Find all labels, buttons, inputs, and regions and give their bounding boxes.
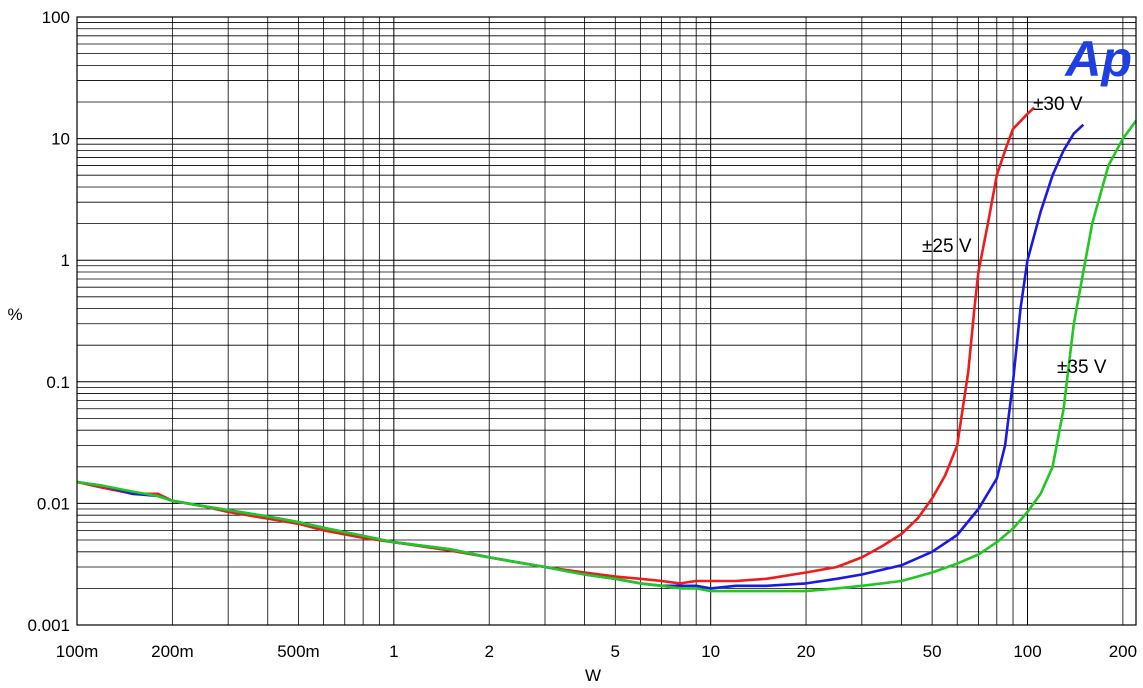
ap-logo: Ap <box>1063 31 1132 87</box>
x-tick-labels: 100m 200m 500m 1 2 5 10 20 50 100 200 <box>56 642 1137 661</box>
x-axis-label: W <box>585 666 601 685</box>
curve-label: ±30 V <box>1033 94 1083 115</box>
x-tick-label: 50 <box>923 642 942 661</box>
curve-label: ±25 V <box>922 236 972 257</box>
x-tick-label: 200 <box>1109 642 1137 661</box>
x-tick-label: 5 <box>611 642 620 661</box>
plot-series <box>76 106 1138 593</box>
x-tick-label: 500m <box>277 642 320 661</box>
x-tick-label: 100 <box>1013 642 1041 661</box>
series-line <box>76 106 1036 585</box>
x-tick-label: 10 <box>701 642 720 661</box>
curve-labels: ±25 V ±30 V ±35 V <box>922 94 1107 378</box>
y-tick-label: 10 <box>51 130 70 149</box>
y-axis-label: % <box>7 305 22 324</box>
x-tick-label: 1 <box>389 642 398 661</box>
x-tick-label: 2 <box>484 642 493 661</box>
y-tick-labels: 0.001 0.01 0.1 1 10 100 <box>27 8 70 635</box>
y-tick-label: 100 <box>42 8 70 27</box>
plot-frame <box>76 16 1137 626</box>
x-tick-label: 100m <box>56 642 99 661</box>
y-tick-label: 0.01 <box>37 494 70 513</box>
plot-grid <box>76 17 1136 626</box>
curve-label: ±35 V <box>1057 357 1107 378</box>
x-tick-label: 200m <box>151 642 194 661</box>
x-tick-label: 20 <box>797 642 816 661</box>
y-tick-label: 1 <box>61 251 70 270</box>
y-tick-label: 0.001 <box>27 616 70 635</box>
y-tick-label: 0.1 <box>46 373 70 392</box>
series-line <box>76 120 1138 593</box>
